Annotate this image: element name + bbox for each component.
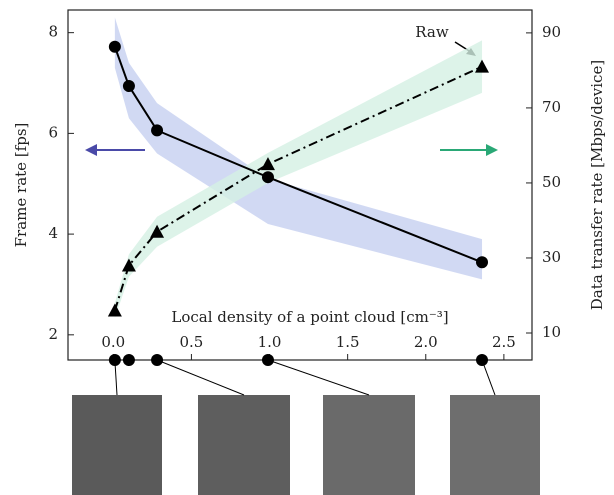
y-tick-label: 6: [48, 123, 58, 141]
chart: Frame rate [fps] Data transfer rate [Mbp…: [0, 0, 614, 495]
thumbnail: [198, 395, 290, 495]
thumbnail: [323, 395, 415, 495]
y2-tick-label: 70: [542, 98, 561, 116]
confidence-band: [115, 40, 482, 318]
thumbnail: [450, 395, 540, 495]
y-tick-label: 2: [48, 325, 58, 343]
marker: [151, 124, 163, 136]
x-tick-label: 2.0: [414, 333, 438, 351]
y-tick-label: 8: [48, 23, 58, 41]
marker: [262, 171, 274, 183]
marker: [476, 256, 488, 268]
x-tick-label: 2.5: [492, 333, 516, 351]
marker: [108, 303, 122, 316]
x-tick-label: 1.0: [258, 333, 282, 351]
left-arrowhead: [85, 144, 97, 156]
y2-tick-label: 50: [542, 173, 561, 191]
x-tick-label: 0.5: [179, 333, 203, 351]
thumbnails: [72, 395, 540, 495]
y2-tick-label: 10: [542, 323, 561, 341]
connector: [268, 360, 369, 395]
y-axis-label: Frame rate [fps]: [12, 123, 30, 248]
thumbnail: [72, 395, 162, 495]
annotation: Raw: [415, 23, 449, 41]
x-tick-label: 1.5: [336, 333, 360, 351]
connector: [482, 360, 495, 395]
axis-dot: [123, 354, 135, 366]
connector: [157, 360, 244, 395]
x-axis-label: Local density of a point cloud [cm⁻³]: [171, 308, 448, 326]
y-tick-label: 4: [48, 224, 58, 242]
marker: [109, 41, 121, 53]
marker: [123, 80, 135, 92]
right-arrowhead: [486, 144, 498, 156]
x-tick-label: 0.0: [101, 333, 125, 351]
y2-tick-label: 30: [542, 248, 561, 266]
y2-axis-label: Data transfer rate [Mbps/device]: [588, 60, 606, 310]
y2-tick-label: 90: [542, 23, 561, 41]
